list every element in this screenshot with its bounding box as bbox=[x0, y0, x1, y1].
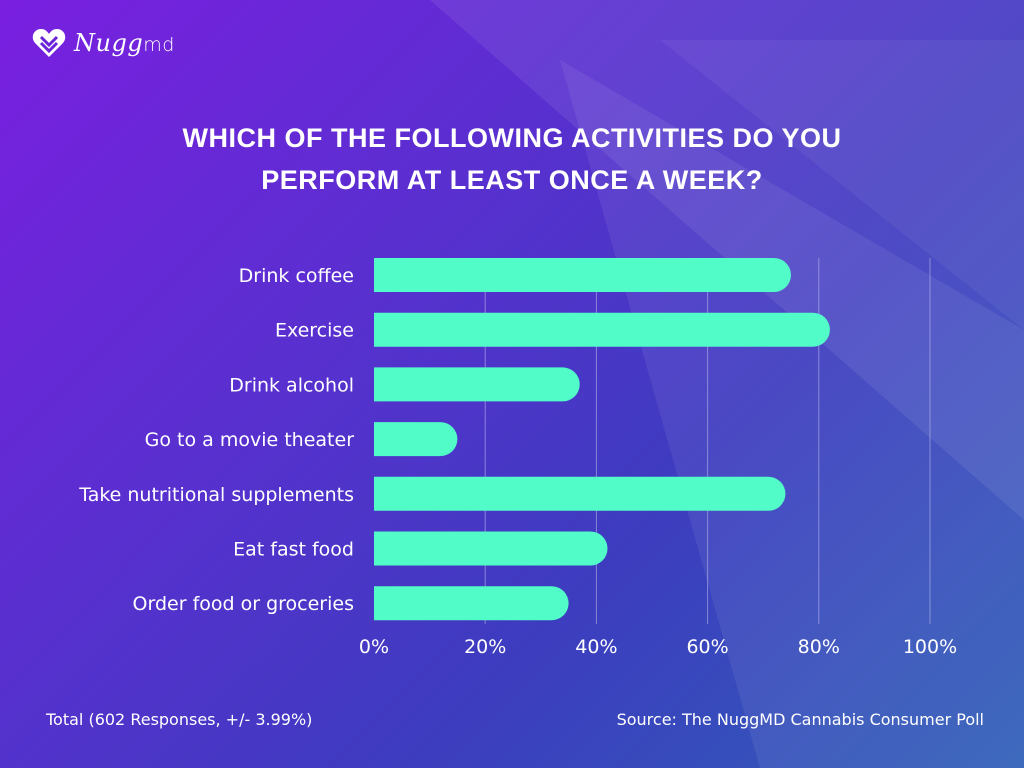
chart-title: WHICH OF THE FOLLOWING ACTIVITIES DO YOU… bbox=[0, 117, 1024, 201]
brand-logo: Nuggmd bbox=[32, 28, 175, 58]
bar bbox=[374, 422, 458, 457]
bar bbox=[374, 476, 786, 511]
category-label: Go to a movie theater bbox=[145, 429, 355, 451]
x-tick-label: 40% bbox=[575, 636, 617, 658]
bar bbox=[374, 258, 791, 292]
bar bbox=[374, 312, 830, 347]
x-tick-label: 0% bbox=[359, 636, 389, 658]
chart-title-line-2: PERFORM AT LEAST ONCE A WEEK? bbox=[261, 165, 763, 195]
category-label: Drink alcohol bbox=[229, 374, 354, 396]
bar bbox=[374, 531, 608, 566]
x-tick-label: 80% bbox=[798, 636, 840, 658]
category-label: Exercise bbox=[275, 320, 354, 342]
total-responses-note: Total (602 Responses, +/- 3.99%) bbox=[46, 710, 313, 729]
bar bbox=[374, 586, 569, 621]
x-tick-label: 60% bbox=[686, 636, 728, 658]
source-note: Source: The NuggMD Cannabis Consumer Pol… bbox=[616, 710, 984, 729]
brand-name: Nuggmd bbox=[74, 29, 175, 57]
x-tick-label: 100% bbox=[903, 636, 957, 658]
x-tick-label: 20% bbox=[464, 636, 506, 658]
category-label: Drink coffee bbox=[239, 265, 354, 287]
category-label: Take nutritional supplements bbox=[78, 484, 354, 506]
category-label: Eat fast food bbox=[233, 539, 354, 561]
heart-logo-icon bbox=[32, 29, 66, 57]
bar bbox=[374, 367, 580, 402]
chart-title-line-1: WHICH OF THE FOLLOWING ACTIVITIES DO YOU bbox=[182, 123, 842, 153]
category-label: Order food or groceries bbox=[133, 593, 354, 615]
